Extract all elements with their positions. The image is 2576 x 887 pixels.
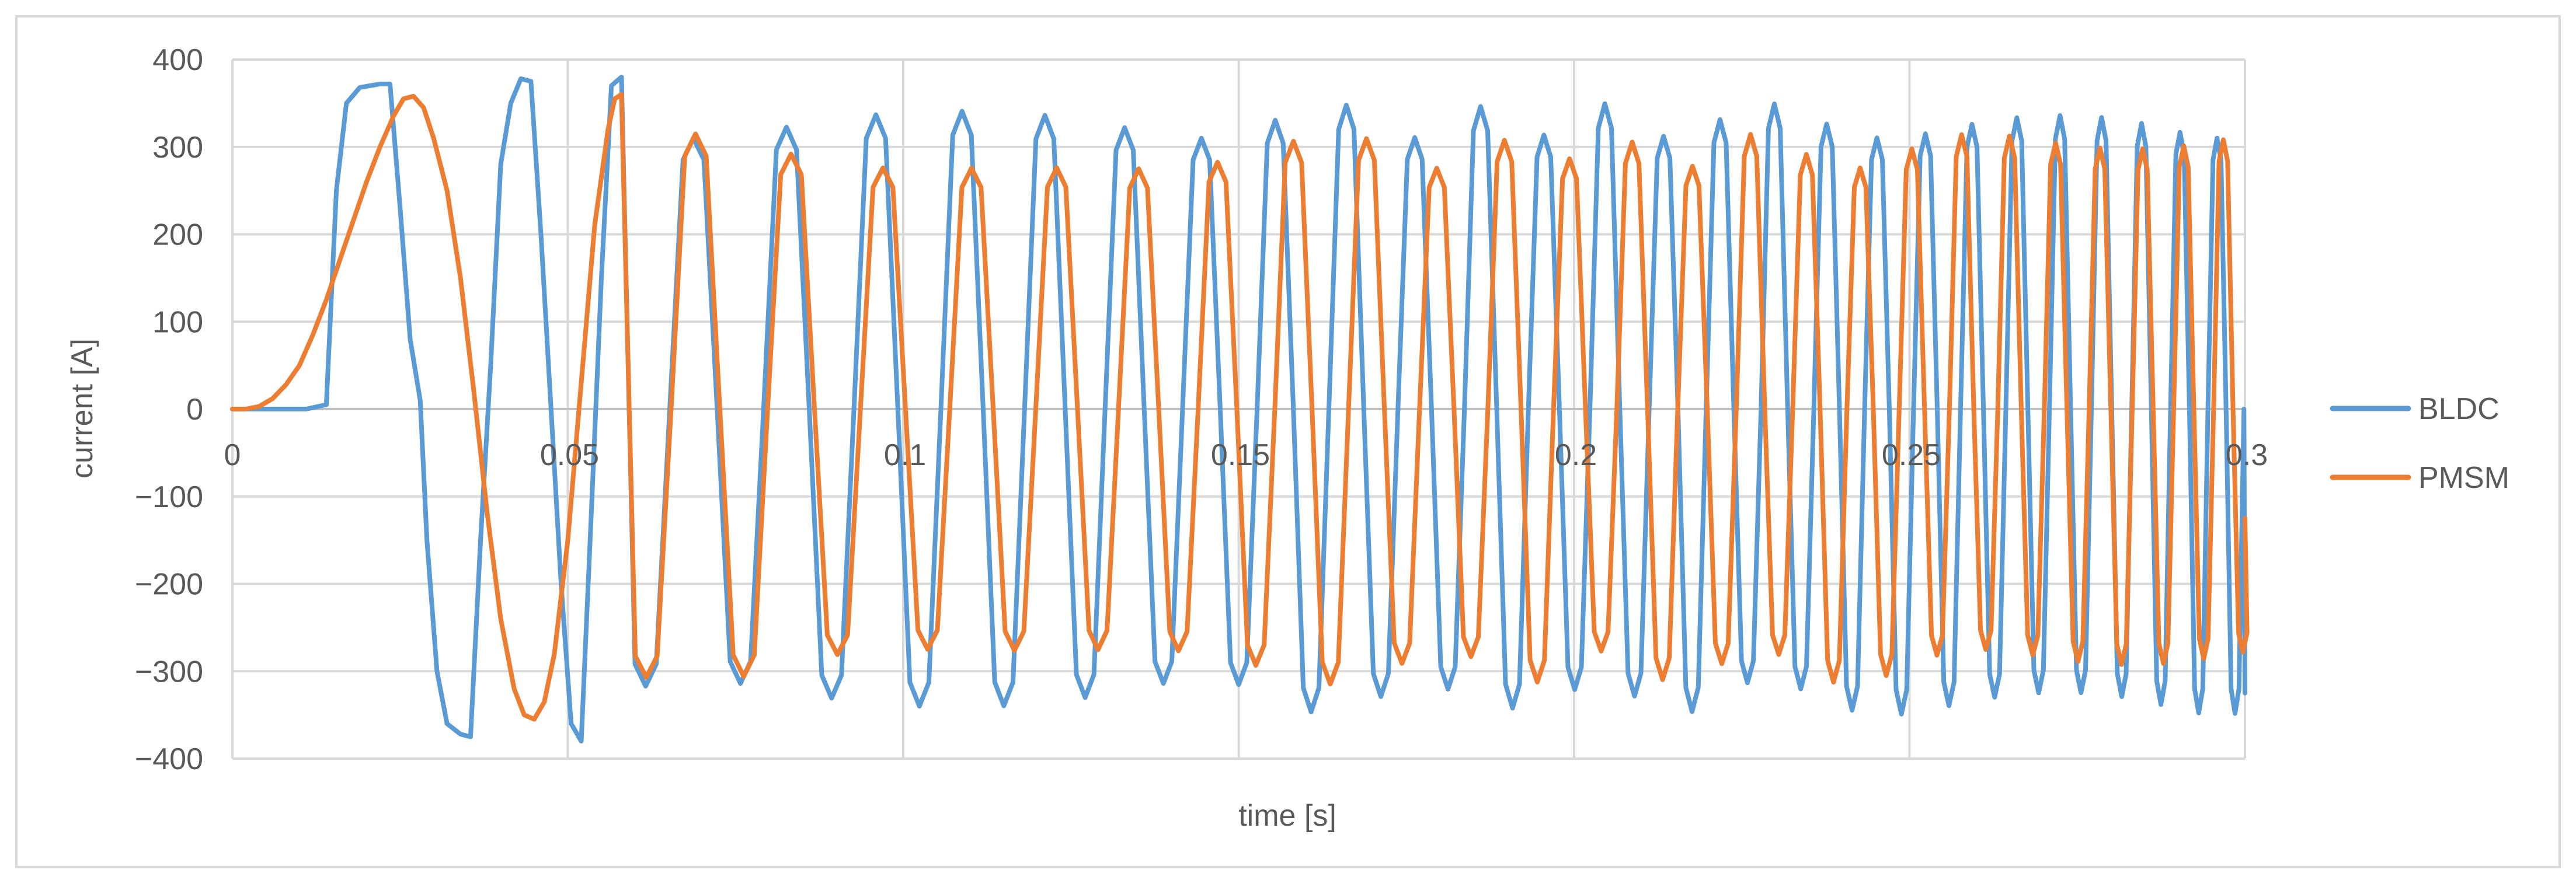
series-line-pmsm [230, 92, 2250, 722]
y-tick-label: 300 [152, 131, 203, 165]
legend: BLDC PMSM [2330, 392, 2509, 495]
x-tick-label: 0 [224, 438, 241, 472]
y-tick-label: −100 [135, 480, 203, 514]
x-tick-label: 0.05 [540, 438, 599, 472]
tick-labels: 400 300 200 100 0 −100 −200 −300 −400 0 0.05 0.1 0.1… [135, 43, 2268, 776]
x-tick-label: 0.15 [1211, 438, 1270, 472]
y-tick-label: 400 [152, 43, 203, 77]
legend-label-pmsm: PMSM [2418, 461, 2509, 495]
y-tick-label: 100 [152, 305, 203, 339]
x-tick-label: 0.1 [884, 438, 926, 472]
y-axis-title: current [A] [65, 338, 99, 479]
series-lines [230, 75, 2250, 743]
y-tick-label: −200 [135, 568, 203, 602]
x-tick-label: 0.2 [1555, 438, 1597, 472]
y-tick-label: 0 [186, 393, 203, 427]
y-tick-label: −400 [135, 742, 203, 776]
x-tick-label: 0.3 [2226, 438, 2268, 472]
y-tick-label: −300 [135, 655, 203, 689]
y-tick-label: 200 [152, 218, 203, 252]
x-axis-title: time [s] [1238, 799, 1336, 833]
series-line-bldc [230, 75, 2247, 743]
legend-label-bldc: BLDC [2418, 392, 2500, 426]
x-tick-label: 0.25 [1882, 438, 1941, 472]
